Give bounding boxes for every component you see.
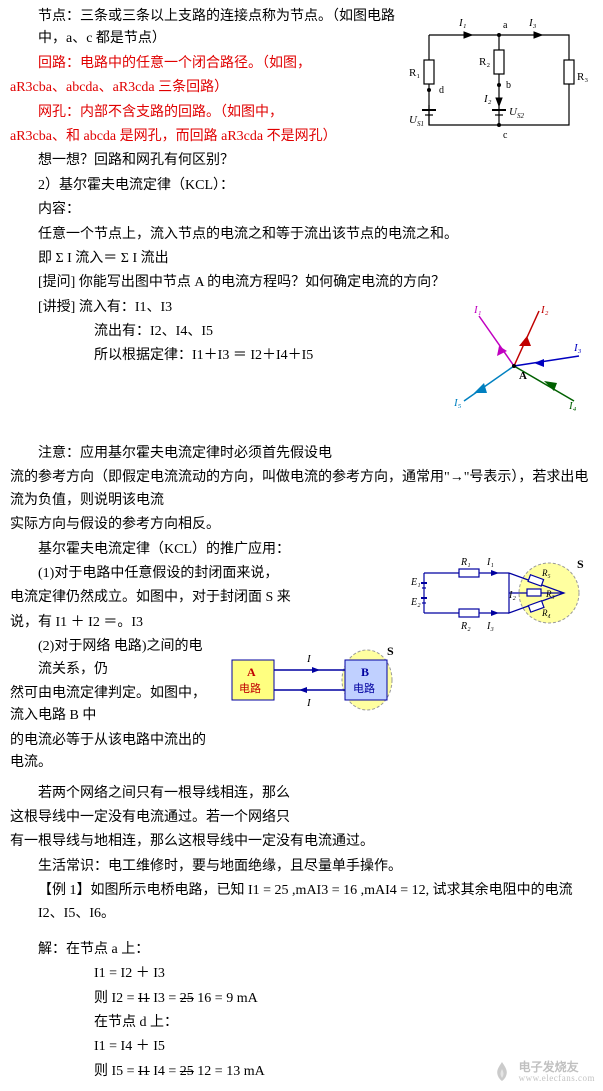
label-E1: E₁ (410, 577, 421, 588)
watermark: 电子发烧友 www.elecfans.com (489, 1059, 595, 1085)
label-B: B (361, 665, 369, 679)
content-text: 任意一个节点上，流入节点的电流之和等于流出该节点的电流之和。 (10, 224, 593, 246)
label-a: a (503, 20, 508, 31)
loop-list-text: aR3cba、abcda、aR3cda 三条回路） (10, 80, 228, 95)
sol-eq4c: I4 = (150, 1064, 180, 1079)
label-Itop: I (306, 653, 312, 665)
label-I3f3: I₃ (486, 621, 494, 632)
label-S: S (577, 557, 584, 571)
sol-eq2d: 25 (180, 991, 194, 1006)
sol-eq2e: 16 = 9 mA (194, 991, 258, 1006)
sol-eq2a: 则 I2 = (94, 991, 138, 1006)
sol-d: 在节点 d 上： (10, 1012, 593, 1034)
label-Acircuit: 电路 (239, 682, 261, 695)
label-I3: I₃ (528, 17, 537, 29)
label-I2: I₂ (483, 93, 492, 105)
kcl-title: 2）基尔霍夫电流定律（KCL）： (10, 175, 593, 197)
label-I4: I₄ (568, 400, 577, 411)
circuit-svg-1: I₁ a I₃ R₁ R₂ R₃ d b I₂ US1 US2 c (409, 10, 589, 150)
note-1: 注意：应用基尔霍夫电流定律时必须首先假设电 (10, 443, 593, 465)
mesh-label-text: 网孔：内部不含支路的回路。（如图中， (38, 105, 283, 120)
label-I5: I₅ (453, 397, 462, 409)
label-S4: S (387, 644, 394, 658)
net-2: 这根导线中一定没有电流通过。若一个网络只 (10, 807, 593, 829)
flame-icon (489, 1059, 515, 1085)
label-d: d (439, 85, 444, 96)
net-3: 有一根导线与地相连，那么这根导线中一定没有电流通过。 (10, 831, 593, 853)
network-svg: A 电路 B 电路 I I S (217, 640, 397, 720)
example-1: 【例 1】如图所示电桥电路，已知 I1 = 25 ,mAI3 = 16 ,mAI… (10, 880, 593, 925)
figure-circuit-1: I₁ a I₃ R₁ R₂ R₃ d b I₂ US1 US2 c (409, 10, 589, 158)
label-I2: I₂ (540, 304, 549, 316)
document-page: I₁ a I₃ R₁ R₂ R₃ d b I₂ US1 US2 c 节点：三条或… (0, 0, 603, 1091)
label-I2f3: I₂ (508, 590, 516, 601)
sol-eq2b: I1 (138, 991, 150, 1006)
label-b: b (506, 80, 511, 91)
label-R3f3: R₃ (545, 589, 555, 599)
label-A: A (247, 665, 256, 679)
note-3: 实际方向与假设的参考方向相反。 (10, 514, 593, 536)
label-I3: I₃ (573, 342, 582, 354)
sol-eq1: I1 = I2 ＋ I3 (10, 963, 593, 985)
label-I1f3: I₁ (486, 557, 494, 568)
label-R2: R₂ (479, 56, 490, 68)
label-R1f3: R₁ (460, 557, 471, 568)
sol-eq4b: I1 (138, 1064, 150, 1079)
label-US1: US1 (409, 114, 424, 128)
figure-node-currents: I₁ I₂ I₃ I₄ I₅ A (439, 301, 589, 419)
label-I1: I₁ (458, 17, 467, 29)
label-c: c (503, 130, 508, 141)
label-R3: R₃ (577, 71, 588, 83)
question-line: [提问] 你能写出图中节点 A 的电流方程吗？如何确定电流的方向？ (10, 272, 593, 294)
ext-2c: 的电流必等于从该电路中流出的电流。 (10, 730, 593, 775)
sol-eq2c: I3 = (150, 991, 180, 1006)
figure-two-networks: A 电路 B 电路 I I S (217, 640, 397, 728)
content-label: 内容： (10, 199, 593, 221)
watermark-sub: www.elecfans.com (519, 1074, 595, 1084)
sol-eq4d: 25 (180, 1064, 194, 1079)
label-R2f3: R₂ (460, 621, 471, 632)
figure-closed-surface: E₁ E₂ R₁ R₂ I₁ I₂ I₃ R₅ R₃ R₄ S (409, 543, 589, 651)
watermark-main: 电子发烧友 (519, 1061, 595, 1074)
label-R4f3: R₄ (541, 608, 551, 618)
label-R5f3: R₅ (541, 568, 551, 578)
sol-eq2: 则 I2 = I1 I3 = 25 16 = 9 mA (10, 988, 593, 1010)
sol-eq4a: 则 I5 = (94, 1064, 138, 1079)
label-A: A (519, 370, 527, 382)
label-US2: US2 (509, 106, 524, 120)
note-2: 流的参考方向（即假定电流流动的方向，叫做电流的参考方向，通常用"→"号表示），若… (10, 467, 593, 512)
life-tip: 生活常识：电工维修时，要与地面绝缘，且尽量单手操作。 (10, 856, 593, 878)
node-svg: I₁ I₂ I₃ I₄ I₅ A (439, 301, 589, 411)
net-1: 若两个网络之间只有一根导线相连，那么 (10, 783, 593, 805)
sol-eq4e: 12 = 13 mA (194, 1064, 265, 1079)
label-E2: E₂ (410, 597, 421, 608)
mesh-list-text: aR3cba、和 abcda 是网孔，而回路 aR3cda 不是网孔） (10, 129, 337, 144)
solution-label: 解：在节点 a 上： (10, 939, 593, 961)
label-Ibot: I (306, 697, 312, 709)
sol-eq3: I1 = I4 ＋ I5 (10, 1036, 593, 1058)
loop-label-text: 回路：电路中的任意一个闭合路径。（如图， (38, 56, 311, 71)
label-R1: R₁ (409, 67, 420, 79)
sigma-formula: 即 Σ I 流入＝ Σ I 流出 (10, 248, 593, 270)
label-I1: I₁ (473, 304, 482, 316)
label-Bcircuit: 电路 (353, 682, 375, 695)
surface-svg: E₁ E₂ R₁ R₂ I₁ I₂ I₃ R₅ R₃ R₄ S (409, 543, 589, 643)
